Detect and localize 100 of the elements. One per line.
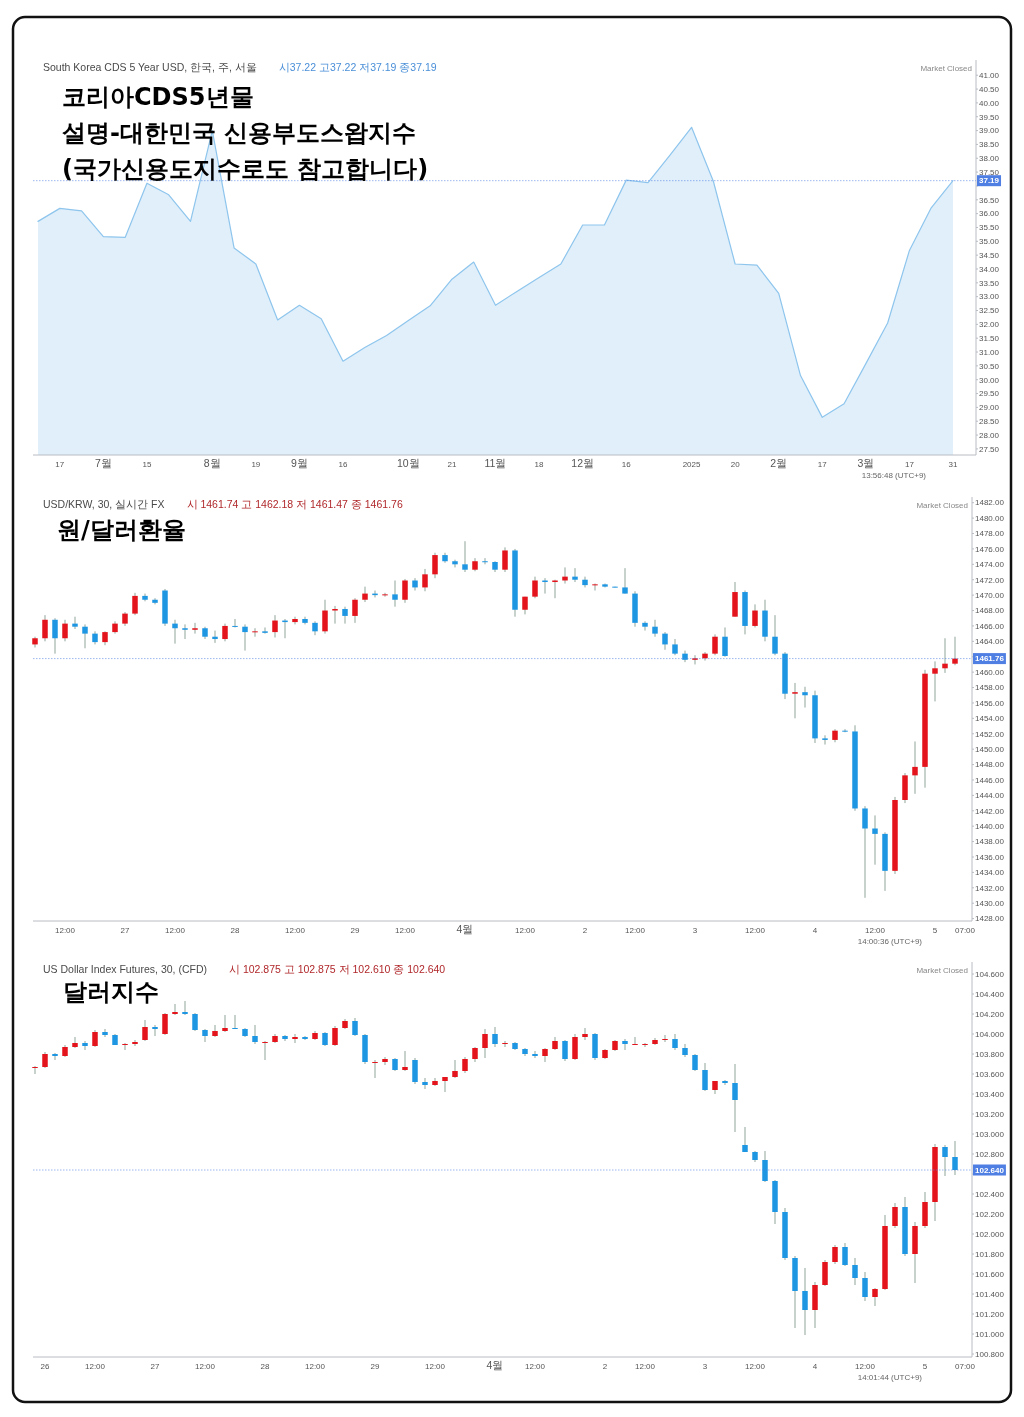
x-tick-label: 8월	[203, 457, 221, 469]
y-tick-label: 39.50	[979, 112, 1000, 122]
annotation: 시37.22 고37.22 저37.19 종37.19	[278, 61, 437, 73]
x-tick-label: 18	[534, 460, 545, 469]
x-tick-label: 3	[692, 926, 698, 935]
y-tick-label: 103.800	[975, 1049, 1005, 1059]
x-tick-label: 12:00	[304, 1362, 326, 1371]
y-tick-label: 1456.00	[975, 698, 1005, 708]
y-tick-label: 1430.00	[975, 899, 1005, 909]
x-tick-label: 2025	[682, 460, 702, 469]
x-tick-label: 12:00	[624, 926, 646, 935]
y-tick-label: 35.00	[979, 237, 1000, 247]
y-tick-label: 1474.00	[975, 560, 1005, 570]
y-tick-label: 1460.00	[975, 667, 1005, 677]
y-tick-label: 1432.00	[975, 883, 1005, 893]
x-tick-label: 3월	[857, 457, 875, 469]
y-tick-label: 36.00	[979, 209, 1000, 219]
x-tick-label: 12:00	[164, 926, 186, 935]
y-tick-label: 1440.00	[975, 821, 1005, 831]
x-tick-label: 12:00	[84, 1362, 106, 1371]
x-tick-label: 12:00	[394, 926, 416, 935]
text: 14:00:36 (UTC+9)	[857, 937, 923, 946]
y-tick-label: 33.50	[979, 278, 1000, 288]
y-tick-label: 28.00	[979, 430, 1000, 440]
x-tick-label: 17	[904, 460, 915, 469]
x-tick-label: 29	[370, 1362, 380, 1371]
ref-line-label: 1461.76	[975, 654, 1005, 664]
annotation: 시 1461.74 고 1462.18 저 1461.47 종 1461.76	[186, 498, 403, 510]
x-tick-label: 12:00	[634, 1362, 656, 1371]
x-tick-label: 27	[150, 1362, 160, 1371]
y-tick-label: 40.00	[979, 98, 1000, 108]
y-tick-label: 38.00	[979, 154, 1000, 164]
y-tick-label: 100.800	[975, 1349, 1005, 1359]
text: 14:01:44 (UTC+9)	[857, 1373, 923, 1382]
y-tick-label: 1434.00	[975, 868, 1005, 878]
annotation: South Korea CDS 5 Year USD, 한국, 주, 서울	[43, 61, 257, 73]
annotation: Market Closed	[916, 966, 968, 975]
x-tick-label: 4월	[456, 923, 474, 935]
x-tick-label: 16	[621, 460, 632, 469]
y-tick-label: 1452.00	[975, 729, 1005, 739]
y-tick-label: 37.50	[979, 167, 1000, 177]
x-tick-label: 12:00	[744, 1362, 766, 1371]
y-tick-label: 1468.00	[975, 606, 1005, 616]
y-tick-label: 36.50	[979, 195, 1000, 205]
ref-line-label: 37.19	[979, 176, 1000, 186]
text: 달러지수	[63, 978, 159, 1006]
annotation: Market Closed	[920, 64, 972, 73]
text: 설명-대한민국 신용부도스왑지수 (국가신용도지수로도 참고합니다)	[62, 119, 429, 183]
x-tick-label: 4	[812, 1362, 818, 1371]
x-tick-label: 2월	[770, 457, 788, 469]
text: 원/달러환율	[57, 516, 186, 544]
annotation: USD/KRW, 30, 실시간 FX	[43, 498, 165, 510]
y-tick-label: 1446.00	[975, 775, 1005, 785]
x-tick-label: 9월	[291, 457, 308, 469]
y-tick-label: 28.50	[979, 417, 1000, 427]
x-tick-label: 11월	[484, 457, 507, 469]
y-tick-label: 1478.00	[975, 529, 1005, 539]
x-tick-label: 2	[582, 926, 588, 935]
x-tick-label: 7월	[94, 457, 112, 469]
y-tick-label: 1448.00	[975, 760, 1005, 770]
y-tick-label: 1428.00	[975, 914, 1005, 924]
y-tick-label: 32.00	[979, 320, 1000, 330]
y-tick-label: 31.50	[979, 333, 1000, 343]
y-tick-label: 102.400	[975, 1189, 1005, 1199]
y-tick-label: 104.400	[975, 989, 1005, 999]
x-tick-label: 2	[602, 1362, 608, 1371]
y-tick-label: 39.00	[979, 126, 1000, 136]
x-tick-label: 16	[338, 460, 348, 469]
x-tick-label: 3	[702, 1362, 708, 1371]
y-tick-label: 1466.00	[975, 621, 1005, 631]
y-tick-label: 104.200	[975, 1009, 1005, 1019]
x-tick-label: 20	[730, 460, 741, 469]
y-tick-label: 30.00	[979, 375, 1000, 385]
y-tick-label: 38.50	[979, 140, 1000, 150]
y-tick-label: 31.00	[979, 347, 1000, 357]
ref-line-label: 102.640	[975, 1165, 1005, 1175]
y-tick-label: 29.00	[979, 403, 1000, 413]
y-tick-label: 1470.00	[975, 590, 1005, 600]
y-tick-label: 103.200	[975, 1109, 1005, 1119]
y-tick-label: 34.00	[979, 264, 1000, 274]
y-tick-label: 1444.00	[975, 791, 1005, 801]
x-tick-label: 17	[55, 460, 65, 469]
x-tick-label: 29	[350, 926, 360, 935]
x-tick-label: 12:00	[524, 1362, 546, 1371]
y-tick-label: 35.50	[979, 223, 1000, 233]
y-tick-label: 1442.00	[975, 806, 1005, 816]
y-tick-label: 1482.00	[975, 498, 1005, 508]
y-tick-label: 40.50	[979, 84, 1000, 94]
x-tick-label: 15	[142, 460, 152, 469]
y-tick-label: 27.50	[979, 444, 1000, 454]
y-tick-label: 101.400	[975, 1289, 1005, 1299]
x-tick-label: 26	[40, 1362, 50, 1371]
y-tick-label: 1480.00	[975, 513, 1005, 523]
x-tick-label: 4	[812, 926, 818, 935]
x-tick-label: 12월	[571, 457, 594, 469]
annotation: US Dollar Index Futures, 30, (CFD)	[43, 963, 207, 975]
y-tick-label: 103.600	[975, 1069, 1005, 1079]
annotation: Market Closed	[916, 501, 968, 510]
x-tick-label: 12:00	[54, 926, 76, 935]
x-tick-label: 12:00	[744, 926, 766, 935]
